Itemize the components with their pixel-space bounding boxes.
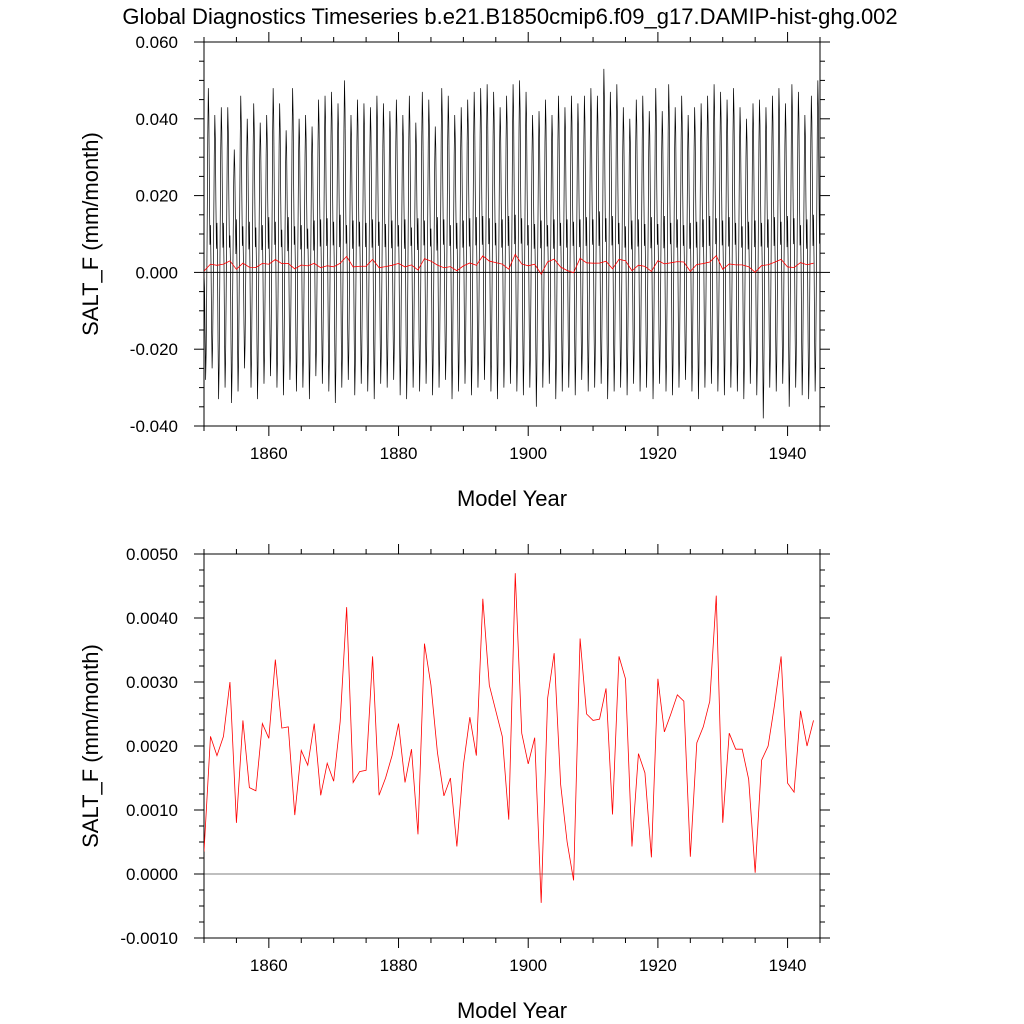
figure-title: Global Diagnostics Timeseries b.e21.B185… [122,4,897,29]
y-tick-label: 0.0050 [126,545,178,564]
y-tick-label: -0.020 [130,340,178,359]
x-tick-label: 1920 [639,956,677,975]
y-tick-label: 0.0020 [126,737,178,756]
x-axis-label: Model Year [457,998,567,1023]
x-axis-label: Model Year [457,486,567,511]
y-tick-label: 0.0030 [126,673,178,692]
plot-area [204,573,820,903]
y-tick-label: 0.0000 [126,865,178,884]
x-tick-label: 1940 [769,956,807,975]
y-tick-label: 0.0040 [126,609,178,628]
x-tick-label: 1860 [250,444,288,463]
y-tick-label: -0.040 [130,417,178,436]
y-axis-label: SALT_F (mm/month) [78,132,103,336]
y-tick-label: 0.060 [135,33,178,52]
plot-frame [203,553,821,939]
x-tick-label: 1940 [769,444,807,463]
x-tick-label: 1900 [509,444,547,463]
x-tick-label: 1900 [509,956,547,975]
y-tick-label: 0.040 [135,110,178,129]
y-tick-label: 0.020 [135,187,178,206]
x-tick-label: 1860 [250,956,288,975]
annual-series-line [204,573,814,903]
x-tick-label: 1880 [380,444,418,463]
bottom-panel: 1860 1880 1900 1920 1940 -0.0010 0.0000 0.0010 0… [78,544,830,1023]
plot-area [204,68,820,419]
x-tick-label: 1880 [380,956,418,975]
monthly-series-line [204,68,820,419]
y-axis-label: SALT_F (mm/month) [78,644,103,848]
y-tick-label: 0.000 [135,263,178,282]
top-panel: 1860 1880 1900 1920 1940 -0.040 -0.020 0.000 0.0… [78,32,830,511]
y-tick-label: -0.0010 [120,929,178,948]
x-tick-label: 1920 [639,444,677,463]
y-tick-label: 0.0010 [126,801,178,820]
